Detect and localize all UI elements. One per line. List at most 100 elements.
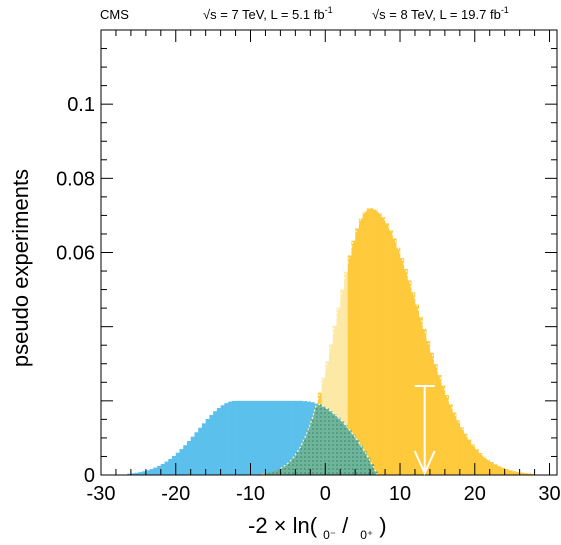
- hist-bar-overlap-hatch: [347, 429, 352, 475]
- hist-bar-0plus: [456, 420, 461, 475]
- hist-bar-0plus: [527, 473, 532, 475]
- hist-bar-0plus: [366, 208, 371, 475]
- hist-bar-0plus: [355, 228, 360, 475]
- hist-bar-0plus: [508, 470, 513, 475]
- hist-bar-0plus: [523, 473, 528, 475]
- hist-bar-overlap-hatch: [351, 434, 356, 475]
- hist-bar-0plus: [441, 385, 446, 475]
- hist-bar-0plus: [347, 255, 352, 475]
- hist-bar-0plus: [381, 217, 386, 475]
- hist-bar-overlap-hatch: [321, 406, 326, 475]
- hist-bar-0plus: [377, 212, 382, 475]
- hist-bar-0minus: [261, 400, 266, 475]
- hist-bar-overlap-hatch: [287, 461, 292, 475]
- hist-bar-0plus: [343, 271, 348, 475]
- hist-bar-0plus: [429, 352, 434, 475]
- y-tick-label: 0.08: [56, 168, 95, 190]
- x-tick-label: -10: [236, 483, 265, 505]
- hist-bar-0minus: [280, 400, 285, 475]
- hist-bar-0plus: [407, 280, 412, 475]
- hist-bar-0plus: [467, 439, 472, 475]
- energy-8-label: √s = 8 TeV, L = 19.7 fb-1: [372, 5, 509, 22]
- hist-bar-0minus: [198, 427, 203, 475]
- hist-bar-0minus: [134, 472, 139, 475]
- hist-bar-0minus: [179, 449, 184, 475]
- hist-bar-0plus: [396, 247, 401, 475]
- hist-bar-0plus: [336, 307, 341, 475]
- hist-bar-0plus: [474, 449, 479, 475]
- hist-bar-0plus: [471, 444, 476, 475]
- hist-bar-overlap-hatch: [314, 406, 319, 475]
- hist-bar-0plus: [519, 472, 524, 475]
- hist-bar-0minus: [209, 414, 214, 475]
- x-axis-sub-1: 0⁻: [323, 528, 336, 542]
- hist-bar-overlap-hatch: [358, 445, 363, 475]
- y-axis-label: pseudo experiments: [8, 169, 33, 367]
- y-tick-label: 0.06: [56, 243, 95, 265]
- hist-bar-0minus: [142, 471, 147, 475]
- hist-bar-overlap-hatch: [295, 452, 300, 475]
- hist-bar-0plus: [370, 208, 375, 476]
- hist-bar-0minus: [149, 469, 154, 475]
- hist-bar-0minus: [291, 400, 296, 475]
- hist-bar-0plus: [411, 292, 416, 475]
- hist-bar-overlap-hatch: [329, 411, 334, 475]
- hist-bar-overlap-hatch: [373, 471, 378, 475]
- hist-bar-0plus: [504, 469, 509, 475]
- hist-bar-overlap-hatch: [325, 408, 330, 475]
- y-tick-label: 0.1: [67, 94, 95, 116]
- hist-bar-0minus: [231, 400, 236, 475]
- hist-bar-overlap-hatch: [332, 414, 337, 475]
- hist-bar-0plus: [448, 404, 453, 475]
- hist-bar-0minus: [246, 400, 251, 475]
- hist-bar-overlap-hatch: [343, 425, 348, 475]
- hist-bar-0minus: [216, 407, 221, 475]
- hist-bar-0plus: [403, 268, 408, 475]
- hist-bar-0minus: [145, 470, 150, 475]
- hist-bar-0minus: [239, 400, 244, 475]
- hist-bar-0plus: [332, 325, 337, 475]
- hist-bar-0plus: [530, 473, 535, 475]
- hist-bar-0minus: [201, 423, 206, 475]
- x-tick-label: 0: [320, 483, 331, 505]
- hist-bar-0minus: [183, 445, 188, 475]
- hist-bar-0plus: [489, 462, 494, 475]
- hist-bar-overlap-hatch: [291, 457, 296, 475]
- hist-bar-0minus: [164, 461, 169, 475]
- hist-bar-0plus: [426, 341, 431, 475]
- hist-bar-overlap-hatch: [306, 428, 311, 475]
- lumi-exp-7: -1: [325, 5, 333, 15]
- hist-bar-0minus: [127, 473, 132, 475]
- hist-bar-overlap-hatch: [366, 457, 371, 475]
- hist-bar-0minus: [205, 419, 210, 475]
- x-axis-label: -2 × ln(0⁻/0⁺): [248, 513, 387, 542]
- hist-bar-0minus: [168, 458, 173, 475]
- hist-bar-0plus: [340, 289, 345, 475]
- hist-bar-overlap-hatch: [284, 464, 289, 475]
- x-axis-sub-2: 0⁺: [360, 528, 373, 542]
- x-tick-label: -30: [87, 483, 116, 505]
- hist-bar-0plus: [388, 230, 393, 475]
- hist-bar-0plus: [400, 257, 405, 475]
- hist-bar-overlap-hatch: [276, 469, 281, 475]
- hist-bar-0minus: [190, 436, 195, 475]
- hist-bar-0minus: [284, 400, 289, 475]
- hist-bar-0plus: [392, 238, 397, 475]
- hist-bar-overlap-hatch: [310, 418, 315, 475]
- x-tick-label: 30: [538, 483, 560, 505]
- hist-bar-0minus: [224, 403, 229, 475]
- x-axis-slash: /: [342, 513, 349, 538]
- plot-area: -30 -20 -10 0 10 20 30 0 0.06 0.08 0.1: [56, 29, 561, 505]
- hist-bar-0minus: [302, 400, 307, 475]
- hist-bar-0minus: [265, 400, 270, 475]
- hist-bar-0plus: [437, 375, 442, 475]
- hist-bar-0minus: [186, 441, 192, 475]
- hist-bar-overlap-hatch: [340, 421, 345, 475]
- hist-bar-0minus: [295, 400, 300, 475]
- hist-bar-overlap-hatch: [280, 467, 285, 475]
- hist-bar-overlap-hatch: [370, 464, 375, 475]
- hist-bar-0plus: [373, 209, 378, 475]
- hist-bar-0plus: [418, 316, 423, 475]
- hist-bar-0plus: [485, 459, 491, 475]
- observed-arrowhead: [413, 450, 436, 476]
